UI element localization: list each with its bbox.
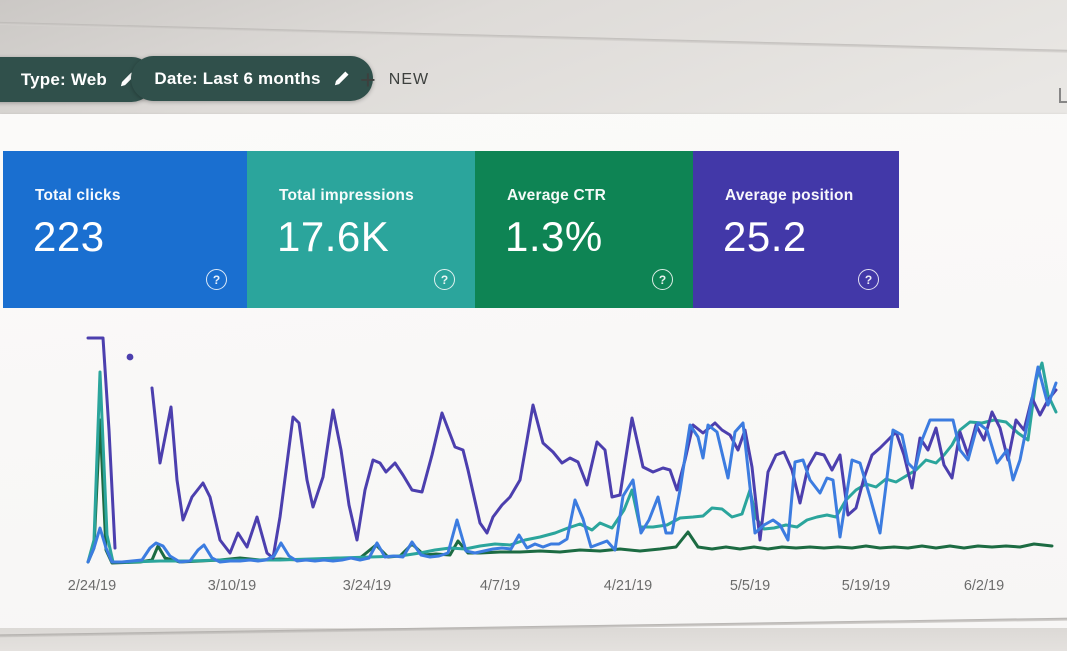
card-average-ctr-label: Average CTR — [507, 187, 606, 204]
card-total-impressions-label: Total impressions — [279, 187, 414, 204]
card-average-ctr[interactable]: Average CTR 1.3% ? — [475, 151, 693, 308]
help-icon[interactable]: ? — [652, 269, 673, 290]
series-total-impressions-teal — [86, 361, 1058, 564]
card-average-position-label: Average position — [725, 187, 854, 204]
help-icon[interactable]: ? — [206, 269, 227, 290]
card-total-impressions[interactable]: Total impressions 17.6K ? — [247, 151, 475, 308]
help-icon[interactable]: ? — [858, 269, 879, 290]
filter-chip-date-range-label: Date: Last 6 months — [154, 68, 321, 88]
card-total-impressions-value: 17.6K — [277, 213, 390, 260]
new-filter-button[interactable]: + NEW — [360, 62, 429, 98]
panel-bottom-area — [0, 628, 1067, 651]
help-icon[interactable]: ? — [434, 269, 455, 290]
new-filter-button-label: NEW — [388, 71, 430, 88]
series-total-clicks-blue — [86, 365, 1058, 564]
card-total-clicks-value: 223 — [33, 213, 105, 260]
filter-chip-search-type-label: Type: Web — [20, 69, 107, 89]
metric-cards-row: Total clicks 223 ? Total impressions 17.… — [3, 151, 899, 308]
card-average-ctr-value: 1.3% — [505, 213, 603, 260]
card-average-position-value: 25.2 — [723, 213, 807, 260]
series-average-position-purple-point — [126, 353, 134, 361]
series-average-position-purple — [150, 386, 1058, 560]
card-average-position[interactable]: Average position 25.2 ? — [693, 151, 899, 308]
series-average-ctr-green — [86, 418, 1054, 565]
card-total-clicks-label: Total clicks — [35, 187, 121, 204]
clipped-edge-icon — [1059, 88, 1067, 103]
filter-chip-date-range[interactable]: Date: Last 6 months — [131, 56, 373, 101]
plus-icon: + — [360, 64, 376, 95]
card-total-clicks[interactable]: Total clicks 223 ? — [3, 151, 247, 308]
series-average-position-purple — [86, 336, 117, 550]
edit-pencil-icon — [334, 71, 349, 86]
